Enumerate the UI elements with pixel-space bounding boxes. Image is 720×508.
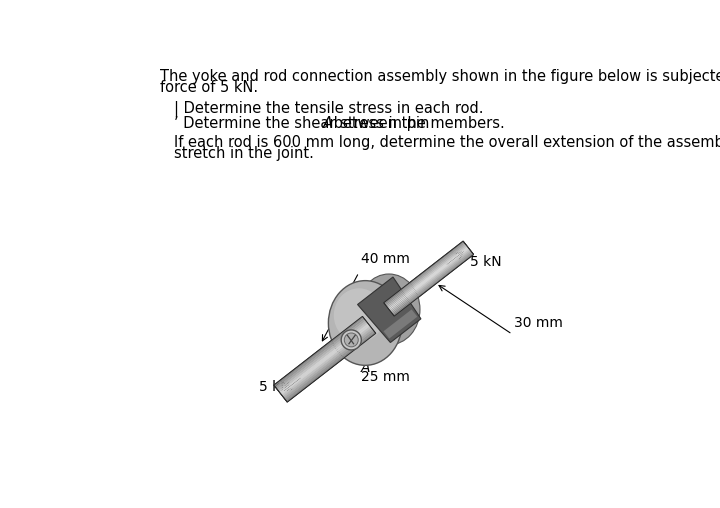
Polygon shape [358, 277, 421, 342]
Polygon shape [279, 324, 369, 394]
Polygon shape [391, 250, 471, 313]
Polygon shape [286, 332, 376, 402]
Polygon shape [391, 250, 471, 313]
Polygon shape [282, 326, 372, 396]
Polygon shape [286, 332, 376, 402]
Text: 25 mm: 25 mm [361, 370, 410, 384]
Polygon shape [392, 252, 473, 315]
Polygon shape [274, 316, 364, 387]
Polygon shape [392, 251, 472, 314]
Polygon shape [384, 241, 464, 304]
Text: The yoke and rod connection assembly shown in the figure below is subjected to a: The yoke and rod connection assembly sho… [160, 69, 720, 84]
Text: 30 mm: 30 mm [514, 316, 563, 331]
Text: If each rod is 600 mm long, determine the overall extension of the assembly. Ign: If each rod is 600 mm long, determine th… [174, 135, 720, 150]
Polygon shape [392, 251, 472, 314]
Polygon shape [284, 329, 374, 399]
Polygon shape [284, 329, 374, 399]
Polygon shape [274, 316, 364, 387]
Polygon shape [384, 242, 465, 305]
Polygon shape [276, 319, 366, 389]
Polygon shape [393, 253, 474, 316]
Polygon shape [384, 303, 395, 316]
Polygon shape [281, 325, 370, 395]
Polygon shape [275, 318, 364, 388]
Text: A: A [361, 361, 370, 375]
Polygon shape [282, 326, 372, 396]
Polygon shape [285, 331, 374, 401]
Polygon shape [274, 385, 287, 402]
Text: between the members.: between the members. [329, 116, 505, 132]
Text: force of 5 kN.: force of 5 kN. [160, 80, 258, 95]
Polygon shape [279, 322, 368, 392]
Text: 40 mm: 40 mm [361, 252, 410, 266]
Text: | Determine the tensile stress in each rod.: | Determine the tensile stress in each r… [174, 101, 483, 117]
Polygon shape [392, 252, 473, 315]
Polygon shape [285, 331, 374, 401]
Polygon shape [385, 243, 466, 306]
Polygon shape [387, 244, 467, 307]
Polygon shape [362, 316, 376, 333]
Polygon shape [388, 247, 468, 309]
Polygon shape [463, 241, 474, 255]
Polygon shape [274, 385, 287, 402]
Polygon shape [281, 325, 370, 395]
Polygon shape [389, 248, 469, 310]
Polygon shape [390, 249, 470, 311]
Polygon shape [384, 242, 465, 305]
Polygon shape [463, 241, 474, 255]
Polygon shape [362, 316, 376, 333]
Polygon shape [279, 322, 368, 392]
Polygon shape [390, 249, 470, 311]
Polygon shape [389, 248, 469, 310]
Circle shape [341, 330, 361, 350]
Polygon shape [277, 321, 367, 391]
Text: stretch in the joint.: stretch in the joint. [174, 146, 314, 162]
Polygon shape [283, 328, 372, 398]
Polygon shape [277, 321, 367, 391]
Polygon shape [283, 328, 372, 398]
Polygon shape [393, 253, 474, 316]
Polygon shape [388, 247, 468, 309]
Polygon shape [387, 245, 467, 308]
Ellipse shape [334, 289, 384, 342]
Polygon shape [384, 303, 395, 316]
Text: 5 kN: 5 kN [259, 380, 291, 394]
Polygon shape [384, 241, 464, 304]
Polygon shape [275, 318, 364, 388]
Text: A: A [323, 116, 333, 132]
Polygon shape [384, 309, 418, 338]
Circle shape [344, 333, 359, 347]
Text: ’ Determine the shear stress in pin: ’ Determine the shear stress in pin [174, 116, 433, 132]
Polygon shape [387, 245, 467, 308]
Polygon shape [276, 319, 366, 389]
Polygon shape [387, 244, 467, 307]
Text: 5 kN: 5 kN [470, 256, 502, 269]
Polygon shape [279, 324, 369, 394]
Polygon shape [385, 243, 466, 306]
Ellipse shape [358, 274, 420, 345]
Ellipse shape [328, 280, 402, 365]
